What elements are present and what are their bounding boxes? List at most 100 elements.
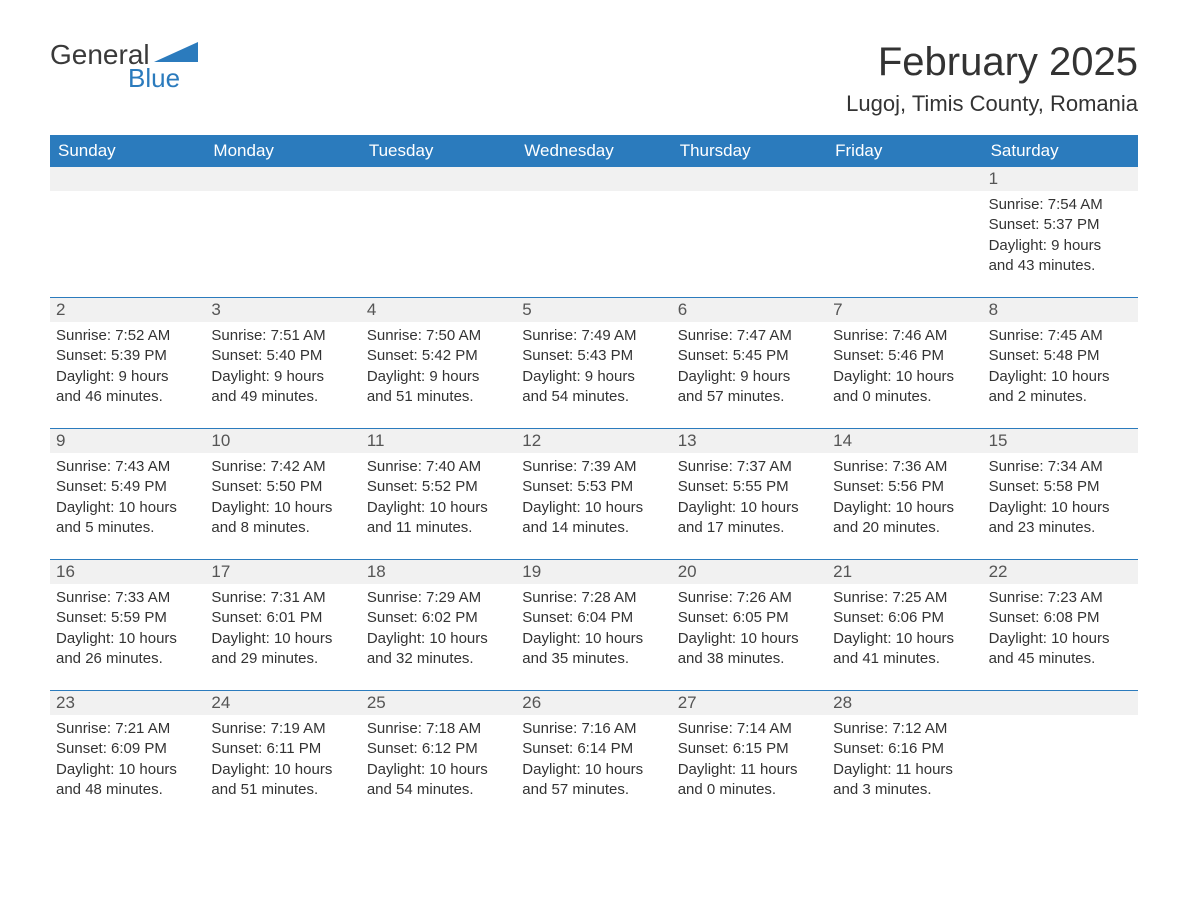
day-body: Sunrise: 7:46 AMSunset: 5:46 PMDaylight:… (827, 322, 982, 414)
day-cell: 17Sunrise: 7:31 AMSunset: 6:01 PMDayligh… (205, 560, 360, 676)
sunrise: Sunrise: 7:39 AM (522, 457, 665, 477)
day-number: 24 (205, 691, 360, 715)
sunrise: Sunrise: 7:12 AM (833, 719, 976, 739)
day-cell (205, 167, 360, 283)
day-number: 16 (50, 560, 205, 584)
logo-text-blue: Blue (128, 65, 198, 91)
daylight-line1: Daylight: 9 hours (211, 367, 354, 387)
daylight-line2: and 51 minutes. (367, 387, 510, 407)
day-number: 9 (50, 429, 205, 453)
weekday-header-row: SundayMondayTuesdayWednesdayThursdayFrid… (50, 135, 1138, 167)
day-cell (361, 167, 516, 283)
day-cell: 18Sunrise: 7:29 AMSunset: 6:02 PMDayligh… (361, 560, 516, 676)
day-body: Sunrise: 7:31 AMSunset: 6:01 PMDaylight:… (205, 584, 360, 676)
daylight-line2: and 43 minutes. (989, 256, 1132, 276)
sunset: Sunset: 5:45 PM (678, 346, 821, 366)
daylight-line2: and 35 minutes. (522, 649, 665, 669)
sunrise: Sunrise: 7:19 AM (211, 719, 354, 739)
daylight-line1: Daylight: 10 hours (367, 760, 510, 780)
daylight-line1: Daylight: 10 hours (989, 498, 1132, 518)
daylight-line1: Daylight: 9 hours (56, 367, 199, 387)
sunset: Sunset: 5:58 PM (989, 477, 1132, 497)
day-number: 11 (361, 429, 516, 453)
day-cell (827, 167, 982, 283)
day-body: Sunrise: 7:18 AMSunset: 6:12 PMDaylight:… (361, 715, 516, 807)
day-number: 1 (983, 167, 1138, 191)
day-number: 25 (361, 691, 516, 715)
day-number: 5 (516, 298, 671, 322)
day-cell: 4Sunrise: 7:50 AMSunset: 5:42 PMDaylight… (361, 298, 516, 414)
daylight-line1: Daylight: 10 hours (678, 498, 821, 518)
day-number (516, 167, 671, 191)
sunrise: Sunrise: 7:18 AM (367, 719, 510, 739)
sunrise: Sunrise: 7:52 AM (56, 326, 199, 346)
day-cell: 22Sunrise: 7:23 AMSunset: 6:08 PMDayligh… (983, 560, 1138, 676)
daylight-line2: and 57 minutes. (678, 387, 821, 407)
daylight-line1: Daylight: 10 hours (833, 498, 976, 518)
daylight-line2: and 41 minutes. (833, 649, 976, 669)
calendar: SundayMondayTuesdayWednesdayThursdayFrid… (50, 135, 1138, 807)
daylight-line1: Daylight: 10 hours (56, 760, 199, 780)
location: Lugoj, Timis County, Romania (846, 91, 1138, 117)
daylight-line2: and 20 minutes. (833, 518, 976, 538)
day-body: Sunrise: 7:50 AMSunset: 5:42 PMDaylight:… (361, 322, 516, 414)
day-number: 28 (827, 691, 982, 715)
sunset: Sunset: 6:04 PM (522, 608, 665, 628)
daylight-line2: and 54 minutes. (367, 780, 510, 800)
daylight-line2: and 46 minutes. (56, 387, 199, 407)
daylight-line2: and 3 minutes. (833, 780, 976, 800)
day-body: Sunrise: 7:19 AMSunset: 6:11 PMDaylight:… (205, 715, 360, 807)
daylight-line1: Daylight: 10 hours (211, 760, 354, 780)
daylight-line2: and 57 minutes. (522, 780, 665, 800)
day-body: Sunrise: 7:54 AMSunset: 5:37 PMDaylight:… (983, 191, 1138, 283)
sunset: Sunset: 5:52 PM (367, 477, 510, 497)
day-body: Sunrise: 7:25 AMSunset: 6:06 PMDaylight:… (827, 584, 982, 676)
sunrise: Sunrise: 7:21 AM (56, 719, 199, 739)
day-body: Sunrise: 7:37 AMSunset: 5:55 PMDaylight:… (672, 453, 827, 545)
day-number: 13 (672, 429, 827, 453)
day-body (205, 191, 360, 283)
day-number: 8 (983, 298, 1138, 322)
day-body: Sunrise: 7:40 AMSunset: 5:52 PMDaylight:… (361, 453, 516, 545)
day-body: Sunrise: 7:36 AMSunset: 5:56 PMDaylight:… (827, 453, 982, 545)
day-body (50, 191, 205, 283)
day-cell (516, 167, 671, 283)
sunset: Sunset: 6:02 PM (367, 608, 510, 628)
day-body (516, 191, 671, 283)
day-cell: 16Sunrise: 7:33 AMSunset: 5:59 PMDayligh… (50, 560, 205, 676)
sunrise: Sunrise: 7:42 AM (211, 457, 354, 477)
sunrise: Sunrise: 7:26 AM (678, 588, 821, 608)
day-body: Sunrise: 7:47 AMSunset: 5:45 PMDaylight:… (672, 322, 827, 414)
day-number: 19 (516, 560, 671, 584)
day-body: Sunrise: 7:26 AMSunset: 6:05 PMDaylight:… (672, 584, 827, 676)
day-body: Sunrise: 7:45 AMSunset: 5:48 PMDaylight:… (983, 322, 1138, 414)
day-cell: 11Sunrise: 7:40 AMSunset: 5:52 PMDayligh… (361, 429, 516, 545)
daylight-line2: and 5 minutes. (56, 518, 199, 538)
day-number: 10 (205, 429, 360, 453)
weekday-label: Saturday (983, 135, 1138, 167)
daylight-line1: Daylight: 10 hours (522, 760, 665, 780)
daylight-line2: and 49 minutes. (211, 387, 354, 407)
day-cell: 8Sunrise: 7:45 AMSunset: 5:48 PMDaylight… (983, 298, 1138, 414)
daylight-line2: and 2 minutes. (989, 387, 1132, 407)
day-number: 26 (516, 691, 671, 715)
sunrise: Sunrise: 7:47 AM (678, 326, 821, 346)
sunrise: Sunrise: 7:50 AM (367, 326, 510, 346)
daylight-line1: Daylight: 10 hours (833, 367, 976, 387)
daylight-line2: and 11 minutes. (367, 518, 510, 538)
daylight-line2: and 32 minutes. (367, 649, 510, 669)
sunset: Sunset: 5:55 PM (678, 477, 821, 497)
daylight-line2: and 51 minutes. (211, 780, 354, 800)
sunset: Sunset: 5:39 PM (56, 346, 199, 366)
week-row: 1Sunrise: 7:54 AMSunset: 5:37 PMDaylight… (50, 167, 1138, 283)
sunset: Sunset: 6:12 PM (367, 739, 510, 759)
day-body: Sunrise: 7:51 AMSunset: 5:40 PMDaylight:… (205, 322, 360, 414)
sunrise: Sunrise: 7:34 AM (989, 457, 1132, 477)
day-body: Sunrise: 7:42 AMSunset: 5:50 PMDaylight:… (205, 453, 360, 545)
day-cell: 6Sunrise: 7:47 AMSunset: 5:45 PMDaylight… (672, 298, 827, 414)
sunset: Sunset: 5:56 PM (833, 477, 976, 497)
day-cell: 21Sunrise: 7:25 AMSunset: 6:06 PMDayligh… (827, 560, 982, 676)
day-cell: 19Sunrise: 7:28 AMSunset: 6:04 PMDayligh… (516, 560, 671, 676)
day-body: Sunrise: 7:39 AMSunset: 5:53 PMDaylight:… (516, 453, 671, 545)
day-body (983, 715, 1138, 807)
